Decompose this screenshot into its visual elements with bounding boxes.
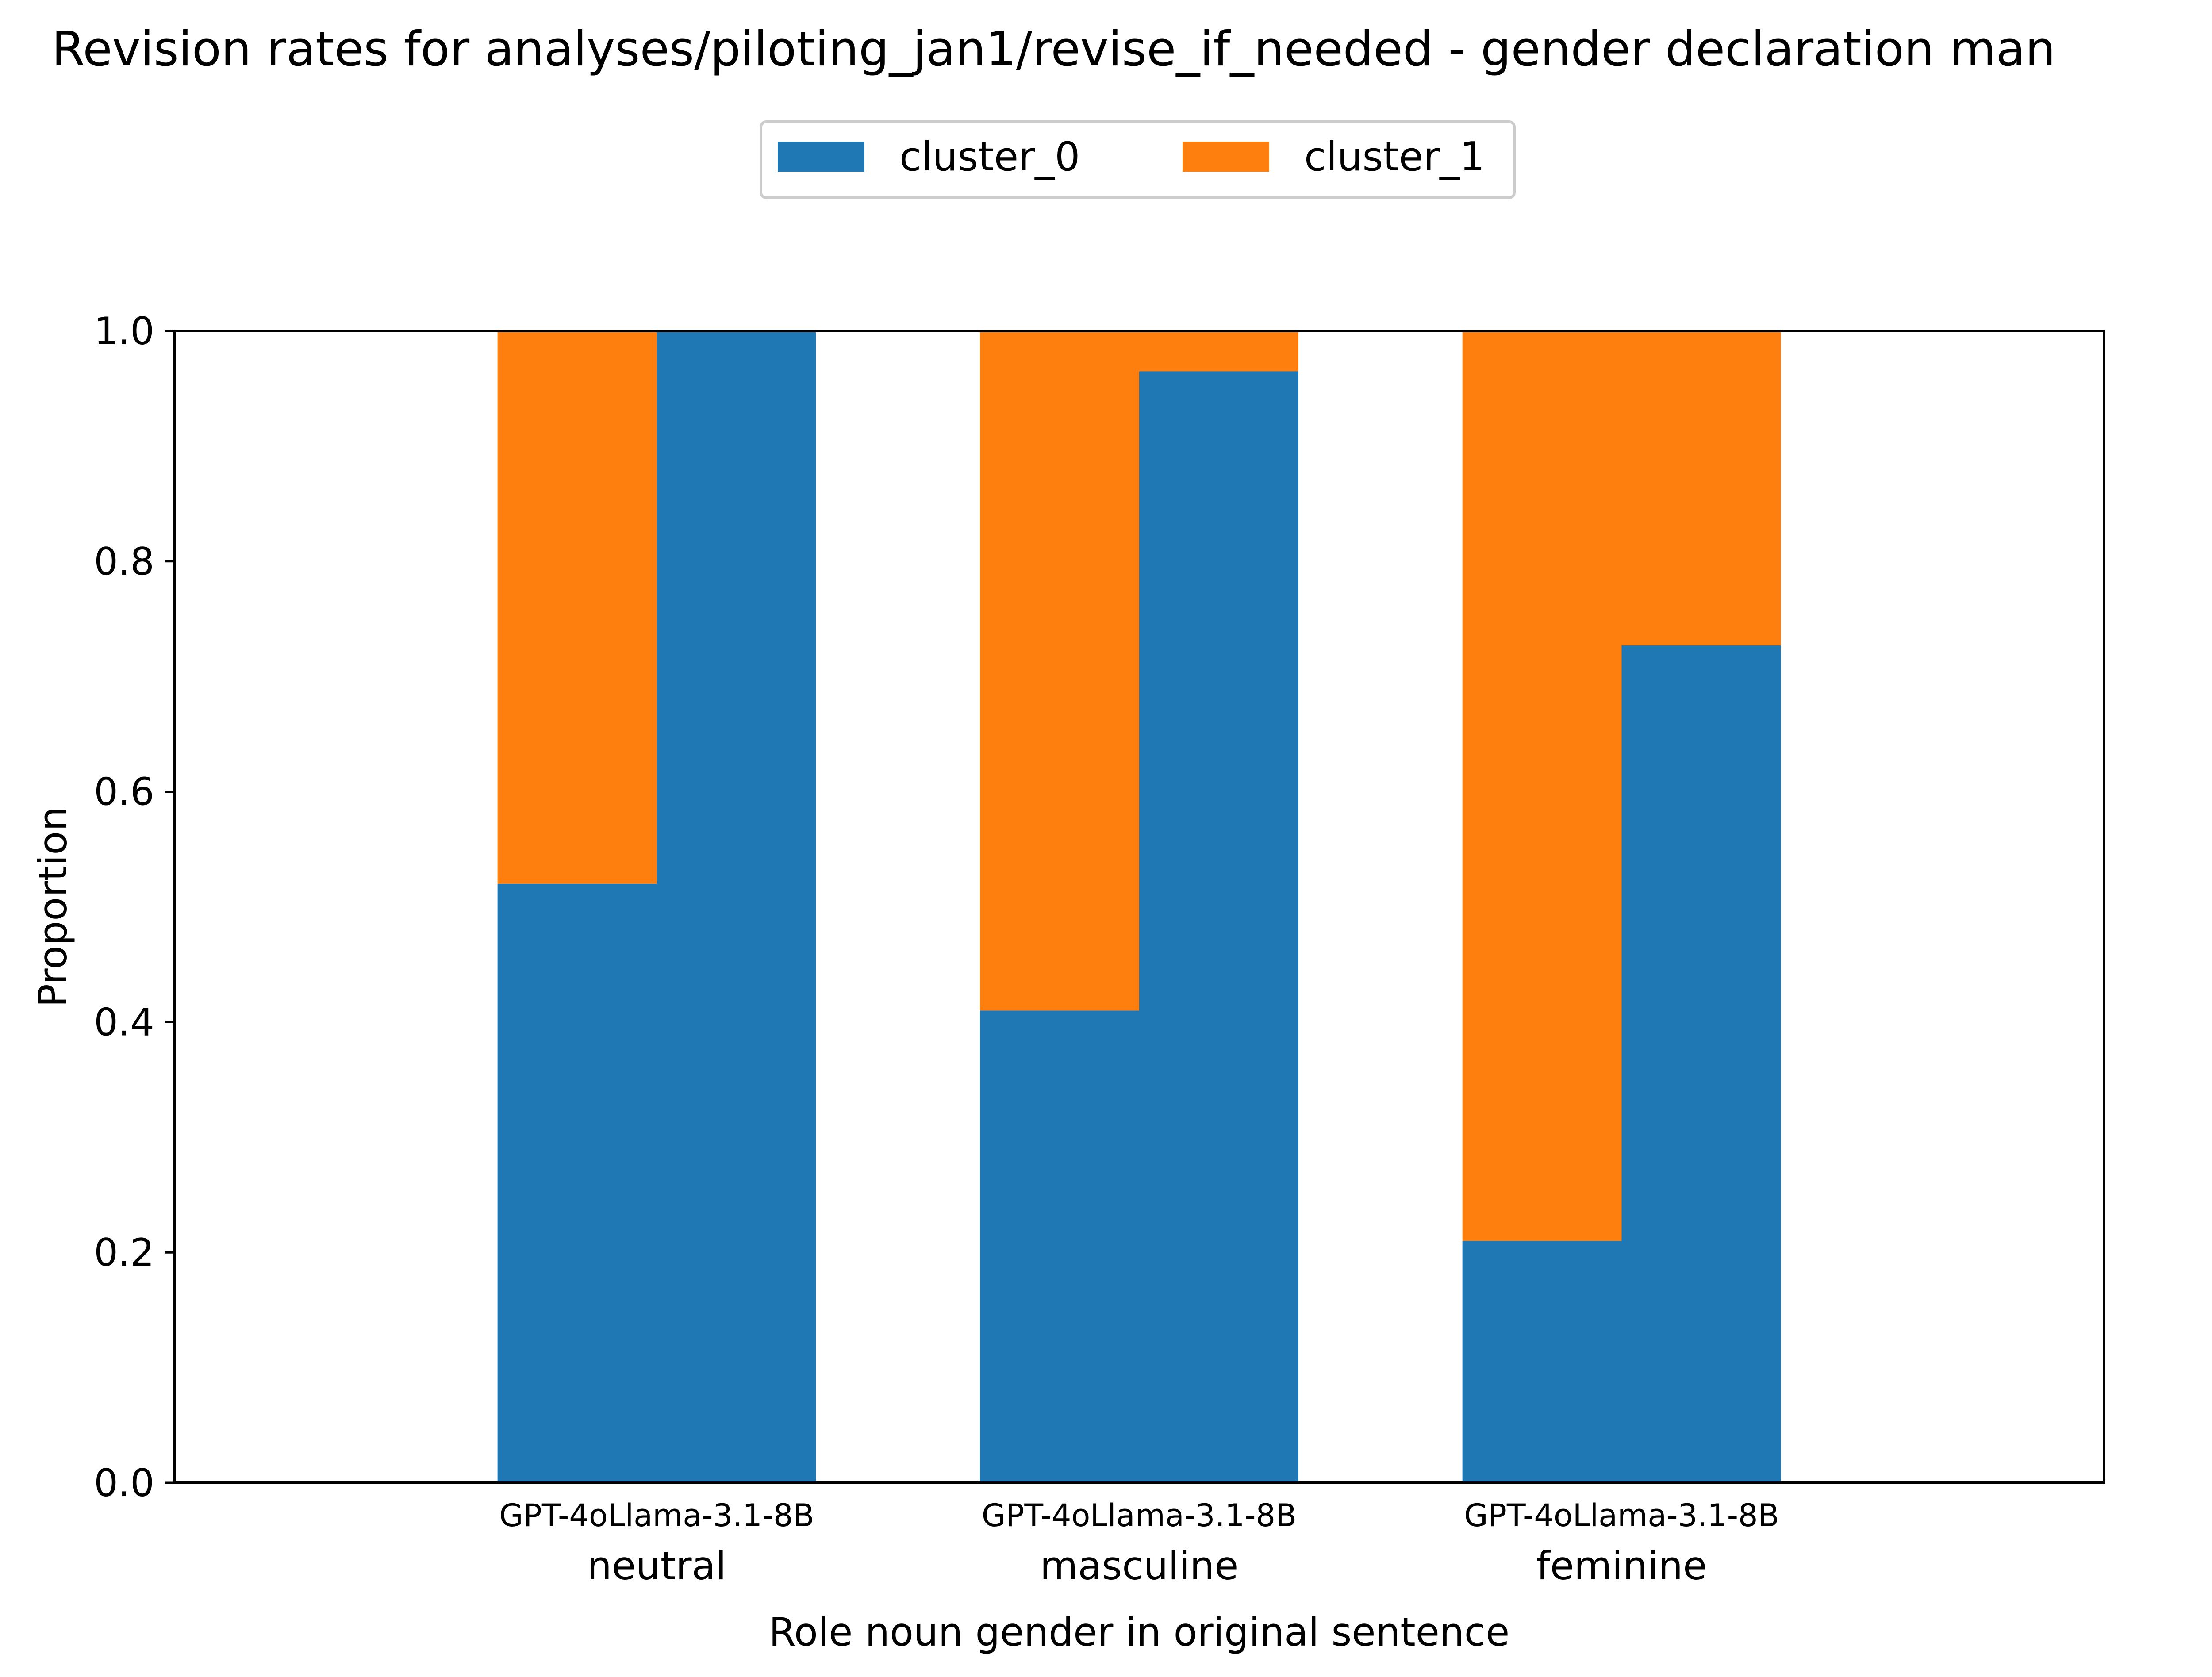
- bar-masculine-llama-3-1-8b-cluster-0: [1139, 371, 1298, 1483]
- bar-masculine-gpt-4o-cluster-1: [980, 331, 1139, 1011]
- y-tick-label: 0.8: [94, 540, 154, 584]
- legend-swatch-cluster-0: [778, 142, 864, 172]
- bar-neutral-gpt-4o-cluster-1: [497, 331, 657, 884]
- y-tick-label: 0.4: [94, 1000, 154, 1044]
- plot-area: 0.0 0.2 0.4 0.6 0.8 1.0 GPT-4oLlama-3.1-8B neu…: [94, 309, 2105, 1589]
- x-axis-ticks: GPT-4oLlama-3.1-8B neutral GPT-4oLlama-3.1…: [499, 1497, 1779, 1589]
- y-tick-label: 0.0: [94, 1461, 154, 1505]
- plot-border: [173, 330, 2105, 1484]
- bar-feminine-gpt-4o-cluster-0: [1462, 1241, 1622, 1483]
- y-axis-ticks: 0.0 0.2 0.4 0.6 0.8 1.0: [94, 309, 174, 1505]
- legend-swatch-cluster-1: [1183, 142, 1269, 172]
- legend-frame: [760, 120, 1516, 199]
- y-tick-label: 0.6: [94, 770, 154, 814]
- bar-feminine-llama-3-1-8b-cluster-0: [1621, 645, 1781, 1483]
- bar-masculine-llama-3-1-8b-cluster-1: [1139, 331, 1298, 372]
- x-tick-model-label: GPT-4oLlama-3.1-8B: [499, 1497, 814, 1534]
- x-tick-model-label: GPT-4oLlama-3.1-8B: [1464, 1497, 1779, 1534]
- x-tick-model-label: GPT-4oLlama-3.1-8B: [982, 1497, 1297, 1534]
- bar-feminine-llama-3-1-8b-cluster-1: [1621, 331, 1781, 645]
- legend: cluster_0 cluster_1: [760, 120, 1516, 199]
- bars: [497, 331, 1781, 1483]
- legend-label-cluster-0: cluster_0: [899, 134, 1080, 180]
- y-axis-label: Proportion: [30, 806, 76, 1007]
- chart-title: Revision rates for analyses/piloting_jan…: [52, 22, 2055, 77]
- bar-neutral-gpt-4o-cluster-0: [497, 883, 657, 1483]
- bar-masculine-gpt-4o-cluster-0: [980, 1010, 1139, 1483]
- x-tick-group-label: feminine: [1536, 1543, 1707, 1589]
- x-axis-label: Role noun gender in original sentence: [769, 1609, 1509, 1655]
- y-tick-label: 1.0: [94, 309, 154, 353]
- legend-label-cluster-1: cluster_1: [1304, 134, 1485, 180]
- x-tick-group-label: masculine: [1040, 1543, 1238, 1589]
- x-tick-group-label: neutral: [587, 1543, 726, 1589]
- y-tick-label: 0.2: [94, 1231, 154, 1275]
- bar-neutral-llama-3-1-8b-cluster-0: [657, 331, 816, 1483]
- bar-feminine-gpt-4o-cluster-1: [1462, 331, 1622, 1241]
